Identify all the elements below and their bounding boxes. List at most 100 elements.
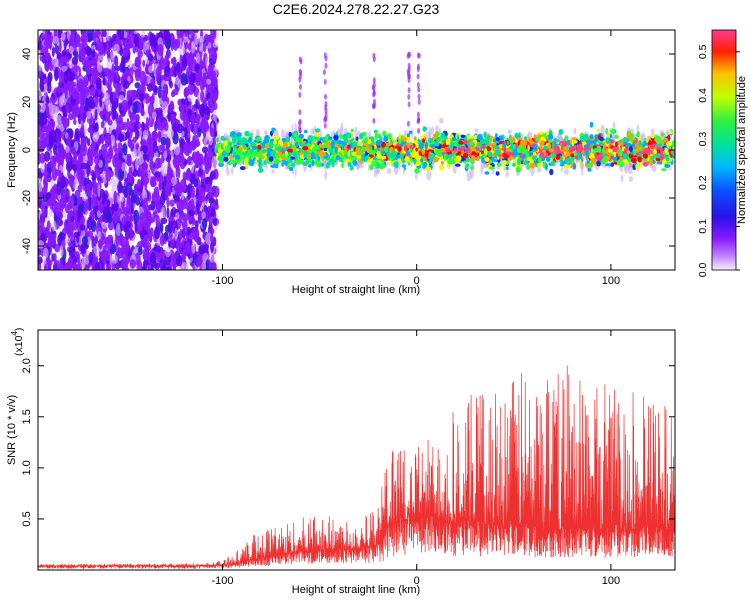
spectrogram-cell [208,197,216,204]
spectrogram-cell [137,49,143,59]
spectrogram-cell [230,166,234,176]
spectrogram-cell [205,243,209,255]
spectrogram-cell [187,42,192,51]
spectrogram-cell [507,129,512,135]
spectrogram-cell [42,247,49,259]
spectrogram-cell [282,161,288,165]
spectrogram-cell [120,248,125,259]
spectrogram-cell [128,137,132,149]
spectrogram-cell [104,133,111,146]
spectrogram-cell [129,30,134,37]
spectrogram-cell [49,135,54,148]
spectrogram-cell [111,100,117,113]
spectrogram-cell [119,62,126,73]
spectrogram-cell [155,97,159,111]
spectrogram-cell [491,142,498,147]
spectrogram-cell [197,127,202,138]
spectrogram-cell [205,259,210,270]
spectrogram-cell [118,167,125,181]
spectrogram-cell [271,169,275,174]
spectrogram-cell [97,230,102,240]
spectrogram-cell [205,56,209,69]
spectrogram-cell [128,35,135,49]
spectrogram-cell [160,129,168,139]
spectrogram-cell [624,164,629,174]
spectrogram-cell [373,129,378,134]
spectrogram-cell [175,38,181,49]
spectrogram-cell [204,157,212,171]
spectrogram-cell [95,77,102,91]
spectrogram-cell [158,144,166,151]
spectrogram-cell [161,94,168,102]
spectrogram-cell [597,128,600,133]
spectrogram-cell [549,168,554,176]
spectrogram-cell [188,209,196,217]
spectrogram-cell [572,162,577,170]
spectrogram-cell [106,199,111,208]
spectrogram-cell [97,239,104,249]
spectrogram-cell [63,188,70,197]
spectrogram-cell [102,77,106,86]
spectrogram-cell [62,116,69,129]
spectrogram-cell [563,169,569,175]
spectrogram-cell [122,121,128,131]
spectrogram-cell [210,234,214,243]
spectrogram-cell [187,82,195,96]
spectrogram-cell [38,118,43,125]
spectrogram-cell [154,157,161,169]
spectrogram-cell [102,194,106,206]
spectrogram-cell [141,121,145,132]
spectrogram-cell [43,73,47,80]
spectrogram-cell [172,264,177,270]
spectrogram-cell [45,95,50,103]
spectrogram-cell [117,142,123,150]
spectrogram-cell [148,65,154,74]
spectrogram-cell [113,43,120,54]
spectrogram-cell [52,220,57,233]
spectrogram-cell [54,45,60,54]
spectrogram-cell [183,36,188,43]
spectrogram-cell [99,93,103,108]
spectrogram-cell [354,126,358,138]
spectrogram-cell [207,42,212,49]
spectrogram-cell [94,155,100,165]
spectrogram-cell [175,212,180,220]
spectrogram-cell [496,162,502,167]
spectrogram-cell [609,133,613,139]
spectrogram-cell [116,222,121,237]
spectrogram-cell [154,120,158,132]
spectrogram-cell [105,210,112,220]
spectrogram-cell [109,91,114,104]
spectrogram-cell [149,33,156,47]
spectrogram-cell [142,185,146,197]
spectrogram-cell [139,231,144,240]
spectrogram-cell [212,186,220,198]
spectrogram-cell [355,136,359,141]
spectrogram-cell [91,66,99,80]
spectrogram-cell [212,41,218,48]
spectrogram-cell [118,152,122,163]
spectrogram-cell [138,102,143,114]
spectrogram-cell [87,189,92,197]
spectrogram-cell [167,111,171,123]
spectrogram-cell [64,262,69,270]
spectrogram-cell [113,201,119,212]
spectrogram-cell [117,246,121,255]
spectrogram-cell [69,45,74,54]
spectrogram-cell [182,220,188,231]
spectrogram-cell [150,217,154,224]
spectrogram-cell [160,206,166,219]
spectrogram-cell [96,210,101,218]
spectrogram-cell [86,236,91,246]
spectrogram-cell [129,259,137,269]
spectrogram-cell [134,221,138,232]
spectrogram-cell [114,178,119,186]
spectrogram-cell [176,61,181,73]
spectrogram-cell [172,132,179,145]
spectrogram-cell [121,263,127,270]
spectrogram-cell [142,59,146,68]
spectrogram-cell [178,103,185,114]
spectrogram-cell [203,129,206,139]
spectrogram-cell [55,204,62,217]
spectrogram-cell [341,161,344,169]
